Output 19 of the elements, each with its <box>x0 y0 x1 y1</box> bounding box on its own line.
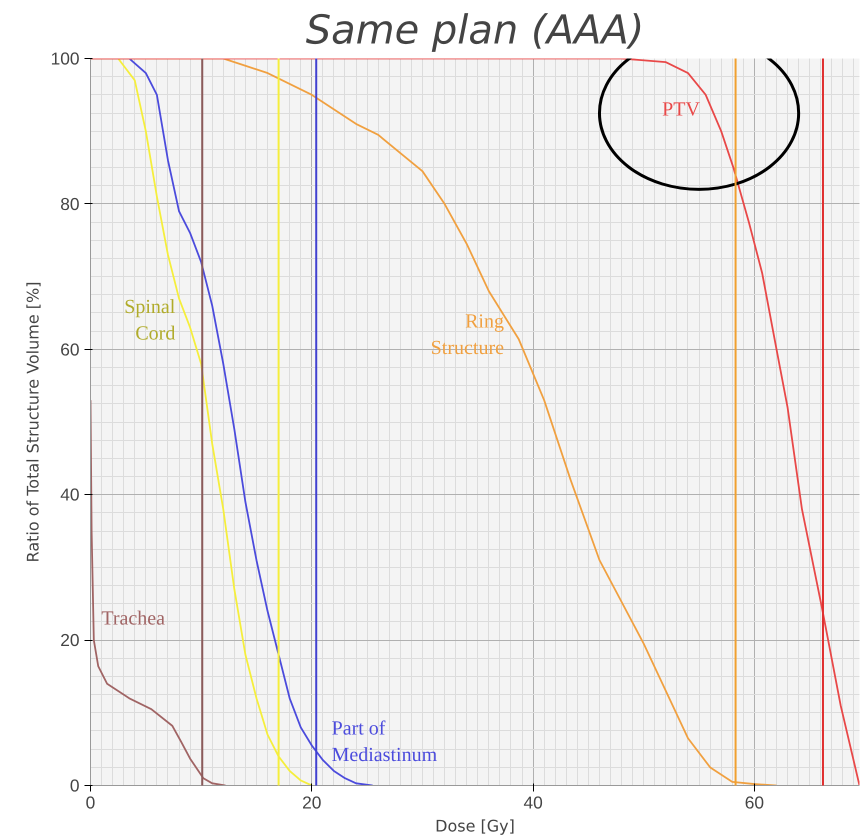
y-tick-label: 40 <box>60 484 80 505</box>
series-label: Spinal Cord <box>124 296 176 344</box>
y-tick-label: 0 <box>70 776 80 796</box>
series-label: Ring Structure <box>430 310 504 359</box>
series-label: Part of Mediastinum <box>332 718 438 766</box>
x-tick-label: 20 <box>302 792 322 812</box>
line-series <box>90 399 226 786</box>
x-tick-label: 0 <box>86 792 96 812</box>
y-tick-label: 20 <box>60 630 80 650</box>
x-tick-label: 60 <box>744 792 764 812</box>
y-tick-label: 100 <box>50 48 80 68</box>
chart-title: Same plan (AAA) <box>306 8 644 54</box>
series-label: PTV <box>662 98 700 120</box>
y-axis-title: Ratio of Total Structure Volume [%] <box>24 282 43 562</box>
y-tick-label: 60 <box>60 339 80 360</box>
x-axis-title: Dose [Gy] <box>435 816 515 836</box>
x-tick-label: 40 <box>523 792 543 812</box>
series-label: Trachea <box>101 607 166 630</box>
y-tick-label: 80 <box>60 194 80 214</box>
